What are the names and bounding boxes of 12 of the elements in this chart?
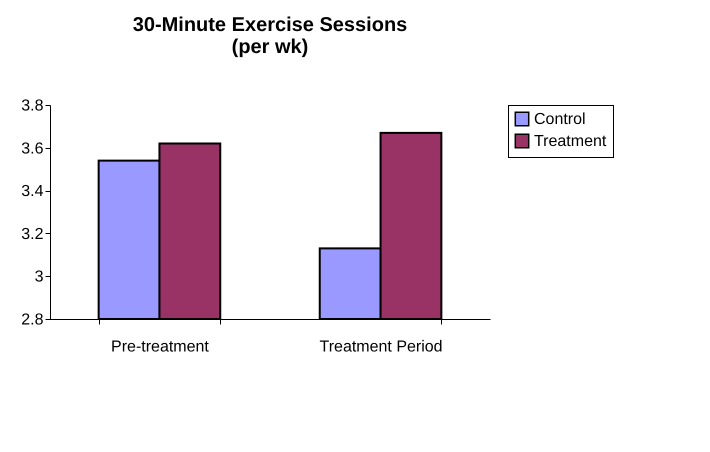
y-tick-label: 3.4 (21, 183, 44, 200)
y-tick-label: 3.2 (21, 226, 44, 243)
text: (per wk) (232, 36, 308, 58)
y-tick-label: 3.6 (21, 140, 44, 158)
x-tick-label: Treatment Period (320, 338, 443, 356)
legend-label: Treatment (534, 133, 607, 150)
legend-label: Control (534, 111, 586, 128)
x-tick-label: Pre-treatment (111, 338, 210, 356)
y-tick-label: 3 (34, 268, 44, 286)
y-tick-label: 2.8 (21, 312, 44, 328)
text: 30-Minute Exercise Sessions (132, 14, 408, 36)
y-tick-label: 3.8 (21, 98, 44, 114)
